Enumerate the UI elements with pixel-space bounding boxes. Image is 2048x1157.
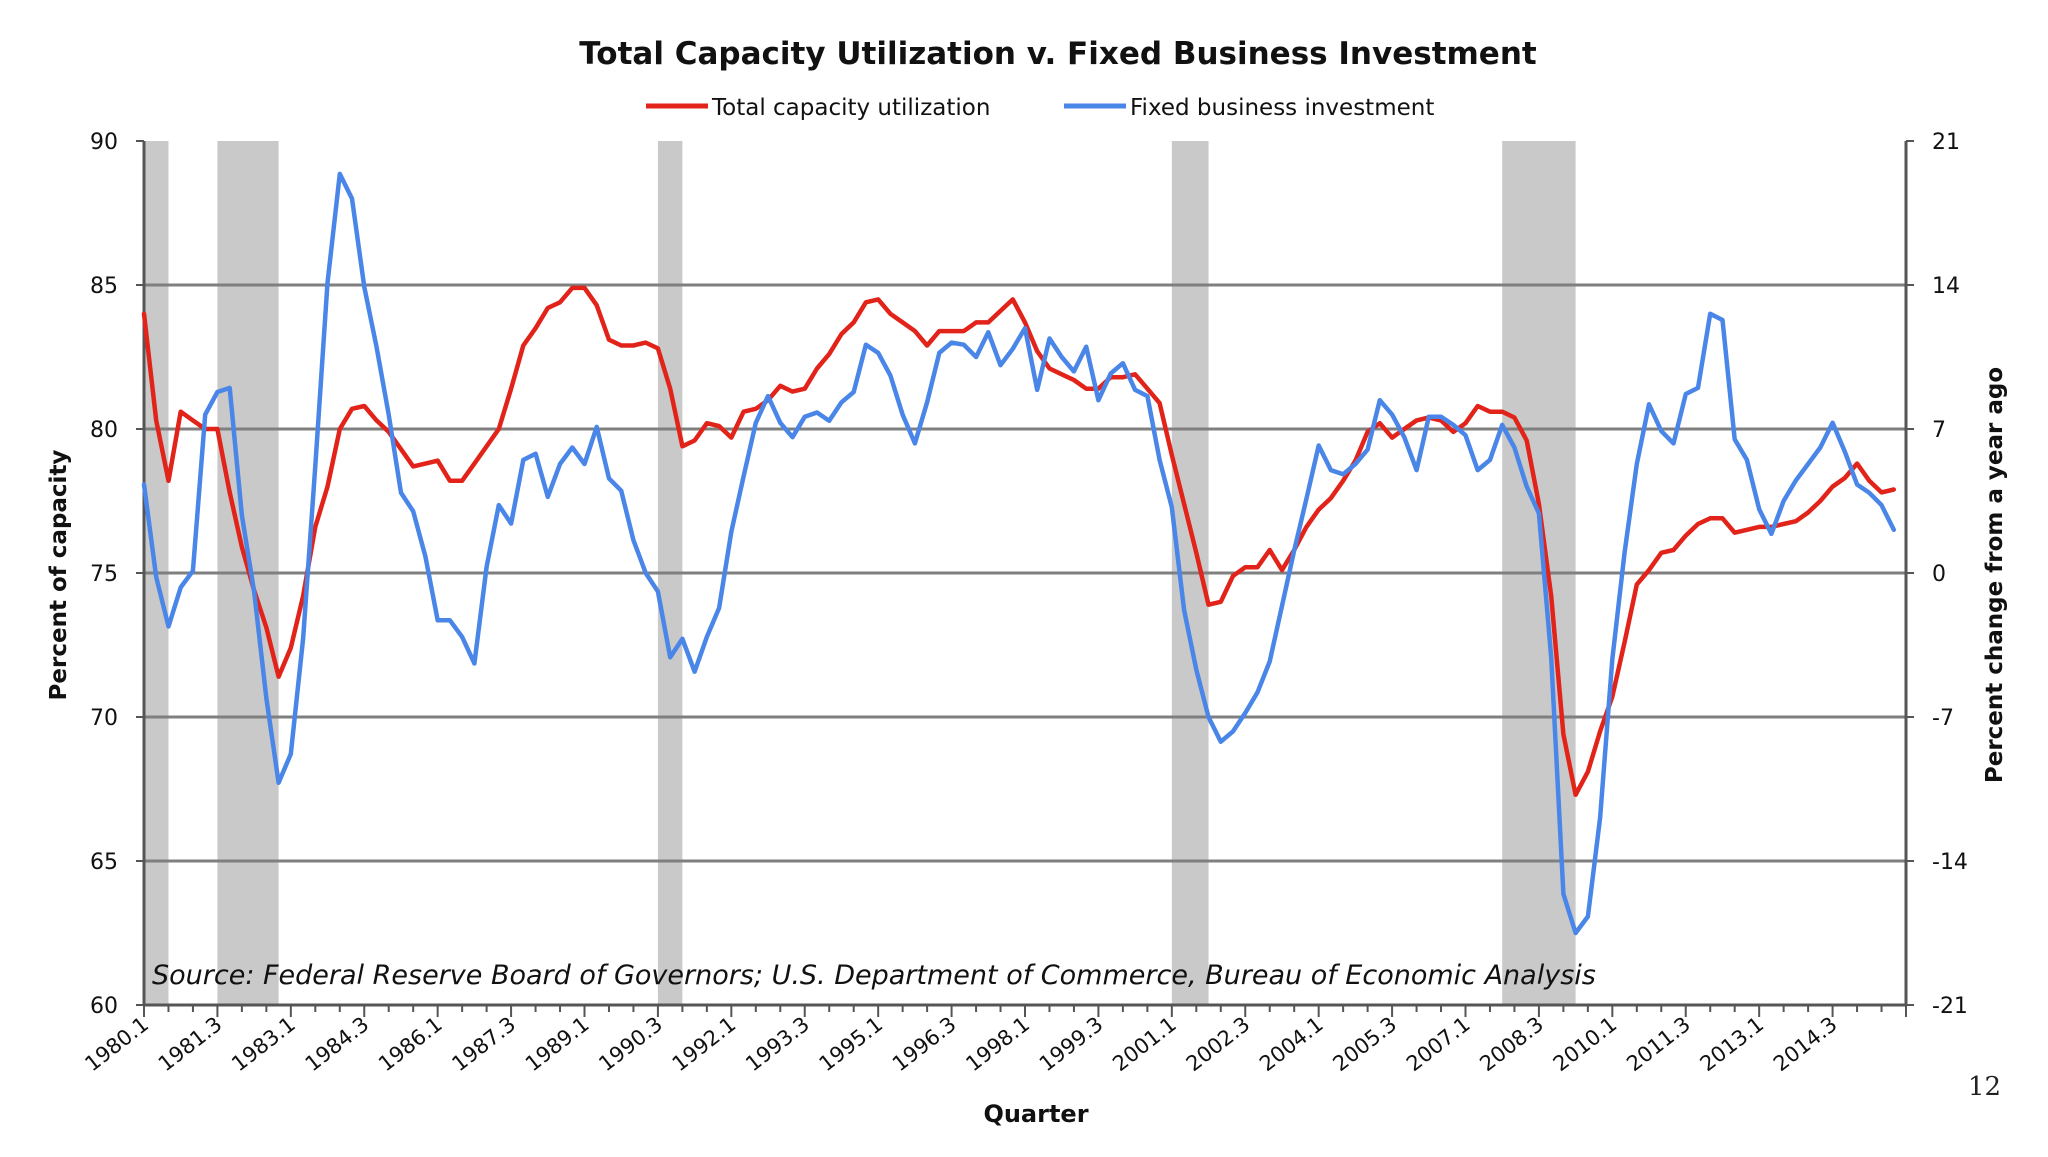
y-tick-label-right: -14 bbox=[1932, 850, 1968, 875]
x-tick-label: 1983.1 bbox=[227, 1012, 300, 1076]
y-tick-label-right: 0 bbox=[1932, 562, 1946, 587]
x-tick-label: 2010.1 bbox=[1549, 1012, 1622, 1076]
y-tick-label-right: 14 bbox=[1932, 274, 1960, 299]
source-note: Source: Federal Reserve Board of Governo… bbox=[152, 960, 1596, 991]
x-tick-label: 1980.1 bbox=[80, 1012, 153, 1076]
legend-label-capacity: Total capacity utilization bbox=[711, 95, 990, 121]
x-tick-label: 1984.3 bbox=[301, 1012, 374, 1076]
x-tick-label: 1996.3 bbox=[888, 1012, 961, 1076]
legend: Total capacity utilization Fixed busines… bbox=[646, 95, 1434, 121]
y-tick-label-right: -21 bbox=[1932, 994, 1968, 1019]
x-tick-label: 1990.3 bbox=[594, 1012, 667, 1076]
legend-label-investment: Fixed business investment bbox=[1130, 95, 1434, 121]
y-tick-label-left: 80 bbox=[90, 418, 118, 443]
y-axis-right-label: Percent change from a year ago bbox=[1982, 367, 2008, 783]
chart-title: Total Capacity Utilization v. Fixed Busi… bbox=[579, 36, 1537, 72]
y-tick-label-right: 7 bbox=[1932, 418, 1946, 443]
y-tick-label-right: 21 bbox=[1932, 130, 1960, 155]
y-tick-label-right: -7 bbox=[1932, 706, 1954, 731]
page-number: 12 bbox=[1968, 1072, 2002, 1102]
x-tick-label: 2014.3 bbox=[1769, 1012, 1842, 1076]
x-tick-label: 2011.3 bbox=[1622, 1012, 1695, 1076]
y-tick-label-left: 85 bbox=[90, 274, 118, 299]
y-tick-label-left: 90 bbox=[90, 130, 118, 155]
x-tick-label: 1993.3 bbox=[741, 1012, 814, 1076]
x-tick-label: 1992.1 bbox=[668, 1012, 741, 1076]
axes bbox=[136, 140, 1914, 1017]
y-tick-label-left: 65 bbox=[90, 850, 118, 875]
x-tick-label: 2008.3 bbox=[1475, 1012, 1548, 1076]
grid-lines bbox=[144, 283, 1906, 863]
y-tick-label-left: 60 bbox=[90, 994, 118, 1019]
x-tick-label: 2004.1 bbox=[1255, 1012, 1328, 1076]
series-line-capacity bbox=[141, 285, 1897, 798]
x-tick-label: 1995.1 bbox=[815, 1012, 888, 1076]
y-tick-label-left: 75 bbox=[90, 562, 118, 587]
y-tick-label-left: 70 bbox=[90, 706, 118, 731]
x-tick-label: 2002.3 bbox=[1182, 1012, 1255, 1076]
x-tick-label: 1987.3 bbox=[447, 1012, 520, 1076]
y-axis-left-label: Percent of capacity bbox=[46, 450, 72, 701]
x-tick-label: 2007.1 bbox=[1402, 1012, 1475, 1076]
x-tick-label: 1999.3 bbox=[1035, 1012, 1108, 1076]
series-line-investment bbox=[141, 171, 1897, 936]
x-tick-label: 2001.1 bbox=[1108, 1012, 1181, 1076]
x-tick-label: 1986.1 bbox=[374, 1012, 447, 1076]
x-tick-label: 2005.3 bbox=[1328, 1012, 1401, 1076]
x-tick-label: 1981.3 bbox=[154, 1012, 227, 1076]
x-tick-label: 1989.1 bbox=[521, 1012, 594, 1076]
series-lines bbox=[141, 171, 1897, 936]
x-tick-label: 1998.1 bbox=[961, 1012, 1034, 1076]
x-axis-label: Quarter bbox=[983, 1100, 1088, 1128]
x-tick-label: 2013.1 bbox=[1696, 1012, 1769, 1076]
